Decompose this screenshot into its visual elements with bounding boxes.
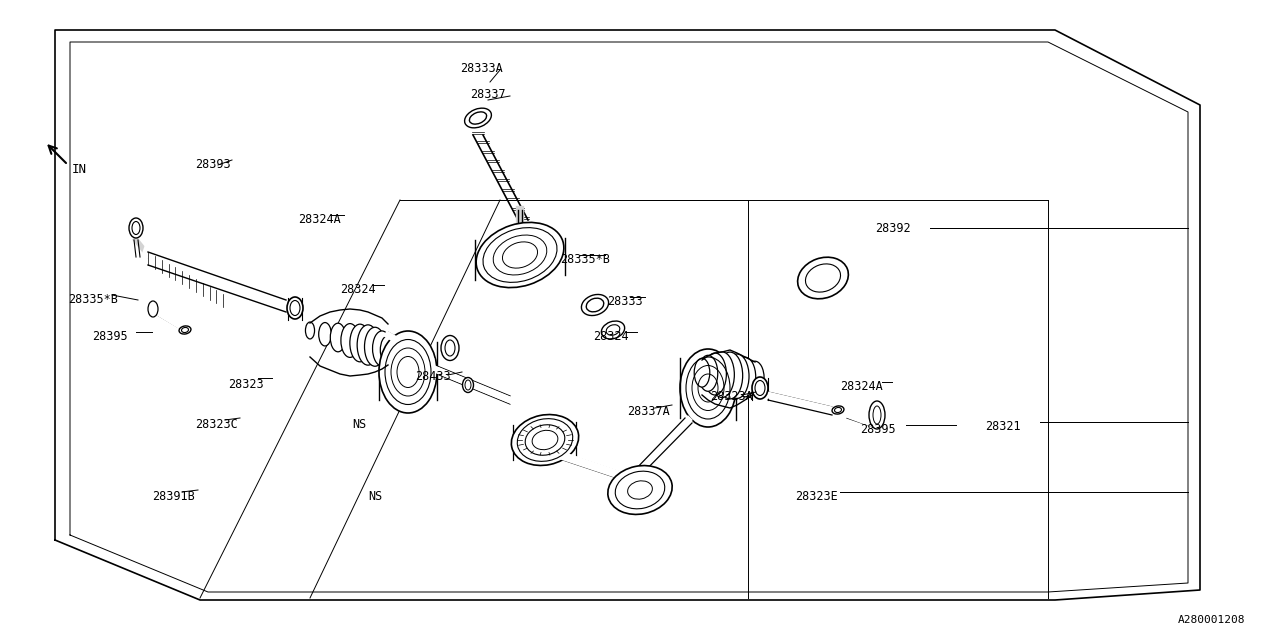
Ellipse shape bbox=[306, 322, 315, 339]
Ellipse shape bbox=[746, 361, 764, 395]
Ellipse shape bbox=[709, 352, 735, 397]
Text: 28323C: 28323C bbox=[195, 418, 238, 431]
Text: 28324A: 28324A bbox=[840, 380, 883, 393]
Ellipse shape bbox=[179, 326, 191, 334]
Text: 28391B: 28391B bbox=[152, 490, 195, 503]
Ellipse shape bbox=[379, 331, 436, 413]
Text: 28324A: 28324A bbox=[298, 213, 340, 226]
Ellipse shape bbox=[717, 352, 742, 399]
Ellipse shape bbox=[287, 297, 303, 319]
Text: 28337A: 28337A bbox=[627, 405, 669, 418]
Ellipse shape bbox=[372, 331, 392, 366]
Ellipse shape bbox=[797, 257, 849, 299]
Ellipse shape bbox=[319, 323, 332, 346]
Ellipse shape bbox=[753, 377, 768, 399]
Text: IN: IN bbox=[72, 163, 87, 176]
Ellipse shape bbox=[380, 336, 396, 364]
Text: 28395: 28395 bbox=[860, 423, 896, 436]
Text: 28323A: 28323A bbox=[710, 390, 753, 403]
Ellipse shape bbox=[476, 223, 564, 287]
Text: 28321: 28321 bbox=[986, 420, 1020, 433]
Text: 28395: 28395 bbox=[92, 330, 128, 343]
Ellipse shape bbox=[680, 349, 736, 427]
Ellipse shape bbox=[365, 327, 385, 366]
Ellipse shape bbox=[148, 301, 157, 317]
Ellipse shape bbox=[869, 401, 884, 429]
Ellipse shape bbox=[724, 354, 749, 398]
Text: 28333A: 28333A bbox=[460, 62, 503, 75]
Text: 28324: 28324 bbox=[593, 330, 628, 343]
Ellipse shape bbox=[340, 324, 360, 357]
Text: 28333: 28333 bbox=[607, 295, 643, 308]
Ellipse shape bbox=[602, 321, 625, 339]
Ellipse shape bbox=[704, 353, 726, 395]
Ellipse shape bbox=[511, 415, 579, 465]
Ellipse shape bbox=[357, 325, 379, 365]
Text: 28392: 28392 bbox=[876, 222, 910, 235]
Ellipse shape bbox=[330, 323, 346, 352]
Ellipse shape bbox=[581, 294, 608, 316]
Ellipse shape bbox=[442, 335, 460, 360]
Ellipse shape bbox=[129, 218, 143, 238]
Text: 28393: 28393 bbox=[195, 158, 230, 171]
Text: NS: NS bbox=[369, 490, 383, 503]
Ellipse shape bbox=[608, 465, 672, 515]
Text: 28323E: 28323E bbox=[795, 490, 837, 503]
Text: NS: NS bbox=[352, 418, 366, 431]
Ellipse shape bbox=[465, 108, 492, 128]
Ellipse shape bbox=[462, 378, 474, 392]
Ellipse shape bbox=[699, 355, 718, 391]
Text: A280001208: A280001208 bbox=[1178, 615, 1245, 625]
Ellipse shape bbox=[349, 324, 370, 362]
Text: 28335*B: 28335*B bbox=[68, 293, 118, 306]
Ellipse shape bbox=[694, 358, 710, 387]
Text: 28335*B: 28335*B bbox=[561, 253, 609, 266]
Text: 28433: 28433 bbox=[415, 370, 451, 383]
Ellipse shape bbox=[735, 357, 755, 397]
Text: 28323: 28323 bbox=[228, 378, 264, 391]
Text: 28324: 28324 bbox=[340, 283, 375, 296]
Ellipse shape bbox=[832, 406, 844, 414]
Text: 28337: 28337 bbox=[470, 88, 506, 101]
